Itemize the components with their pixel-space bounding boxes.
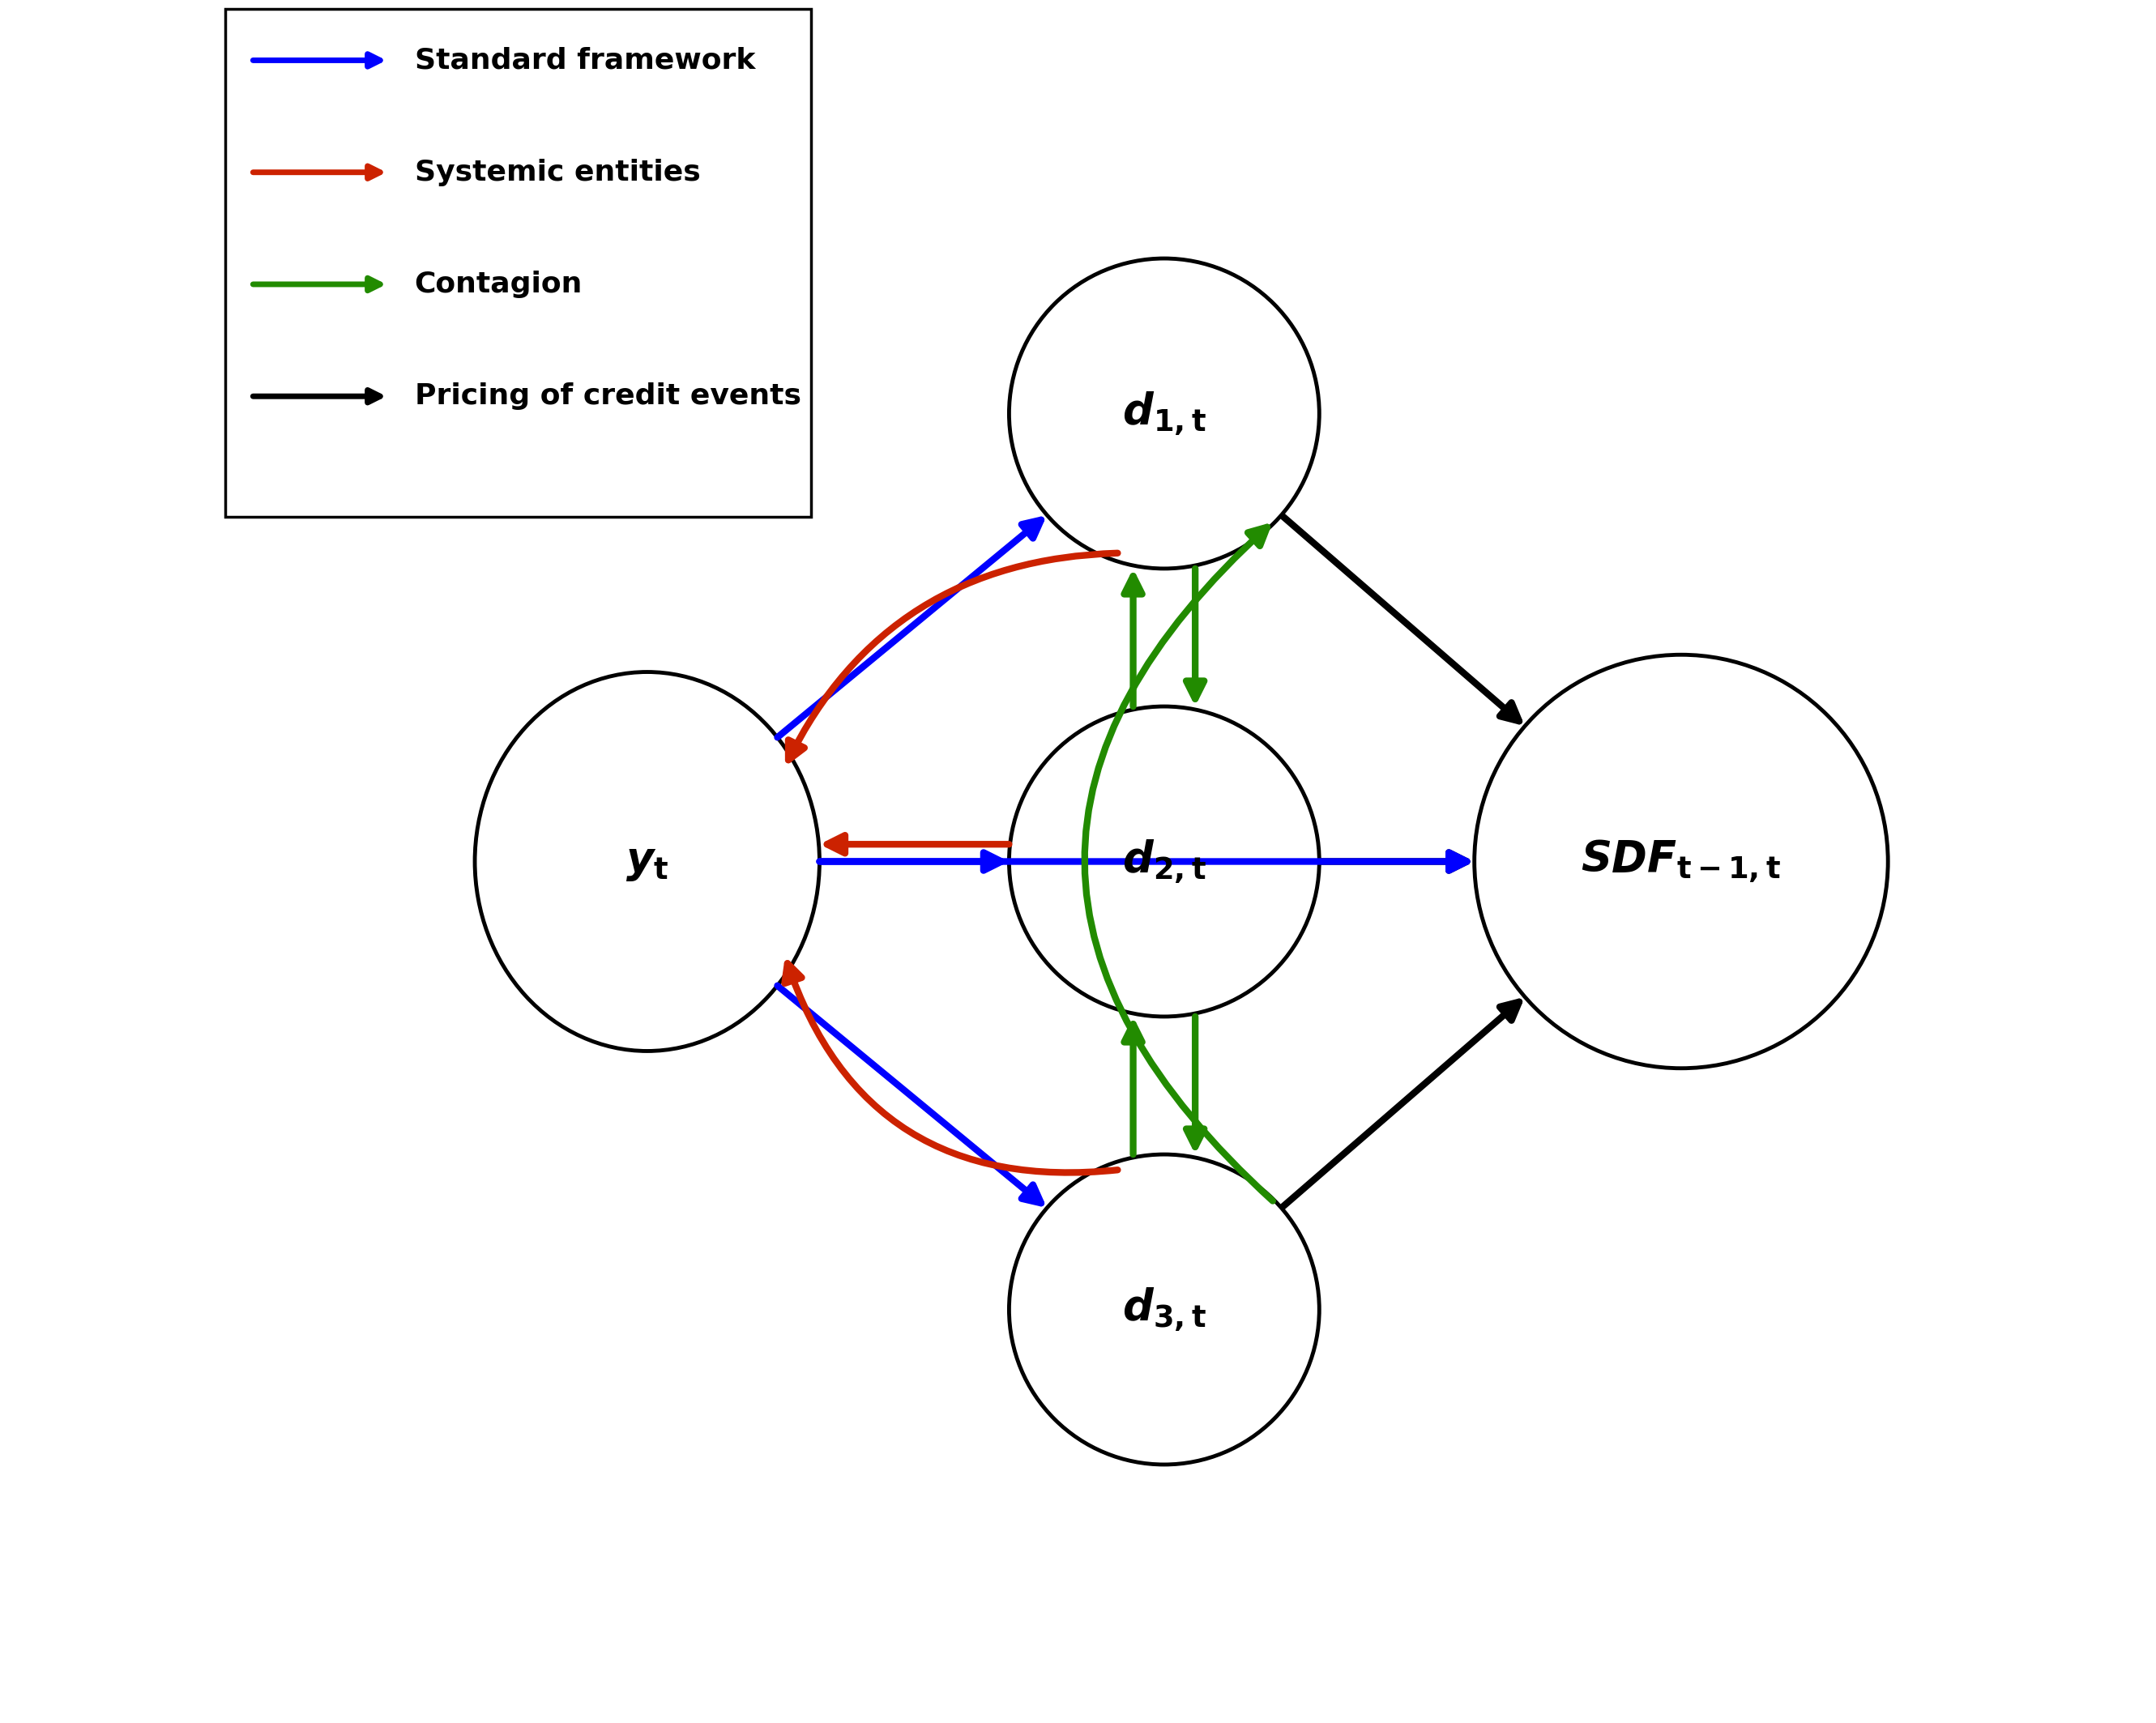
- Text: SDF$_{\mathbf{t-1,t}}$: SDF$_{\mathbf{t-1,t}}$: [1580, 839, 1781, 884]
- FancyArrowPatch shape: [1281, 1001, 1520, 1208]
- Text: y$_\mathbf{t}$: y$_\mathbf{t}$: [625, 841, 668, 882]
- Ellipse shape: [474, 672, 819, 1051]
- FancyArrowPatch shape: [828, 836, 1009, 853]
- Text: d$_{\mathbf{1,t}}$: d$_{\mathbf{1,t}}$: [1121, 389, 1205, 438]
- Text: d$_{\mathbf{2,t}}$: d$_{\mathbf{2,t}}$: [1121, 837, 1205, 886]
- FancyArrowPatch shape: [1123, 1023, 1143, 1154]
- Text: Pricing of credit events: Pricing of credit events: [414, 383, 802, 410]
- FancyArrowPatch shape: [1186, 1017, 1205, 1148]
- Ellipse shape: [1009, 706, 1319, 1017]
- Text: Contagion: Contagion: [414, 271, 582, 298]
- FancyArrowPatch shape: [1084, 527, 1272, 1201]
- FancyArrowPatch shape: [1319, 853, 1466, 870]
- FancyArrowPatch shape: [778, 520, 1041, 737]
- FancyArrowPatch shape: [1281, 515, 1520, 722]
- Text: Systemic entities: Systemic entities: [414, 159, 701, 186]
- Ellipse shape: [1475, 655, 1889, 1068]
- FancyArrowPatch shape: [1123, 575, 1143, 706]
- Text: Standard framework: Standard framework: [414, 47, 755, 74]
- FancyArrowPatch shape: [785, 963, 1117, 1173]
- FancyArrowPatch shape: [1186, 569, 1205, 700]
- FancyArrowPatch shape: [789, 553, 1117, 760]
- Ellipse shape: [1009, 1154, 1319, 1465]
- FancyArrowPatch shape: [819, 853, 1466, 870]
- FancyBboxPatch shape: [224, 9, 811, 517]
- Text: d$_{\mathbf{3,t}}$: d$_{\mathbf{3,t}}$: [1121, 1285, 1205, 1334]
- FancyArrowPatch shape: [778, 986, 1041, 1203]
- FancyArrowPatch shape: [819, 853, 1003, 870]
- Ellipse shape: [1009, 258, 1319, 569]
